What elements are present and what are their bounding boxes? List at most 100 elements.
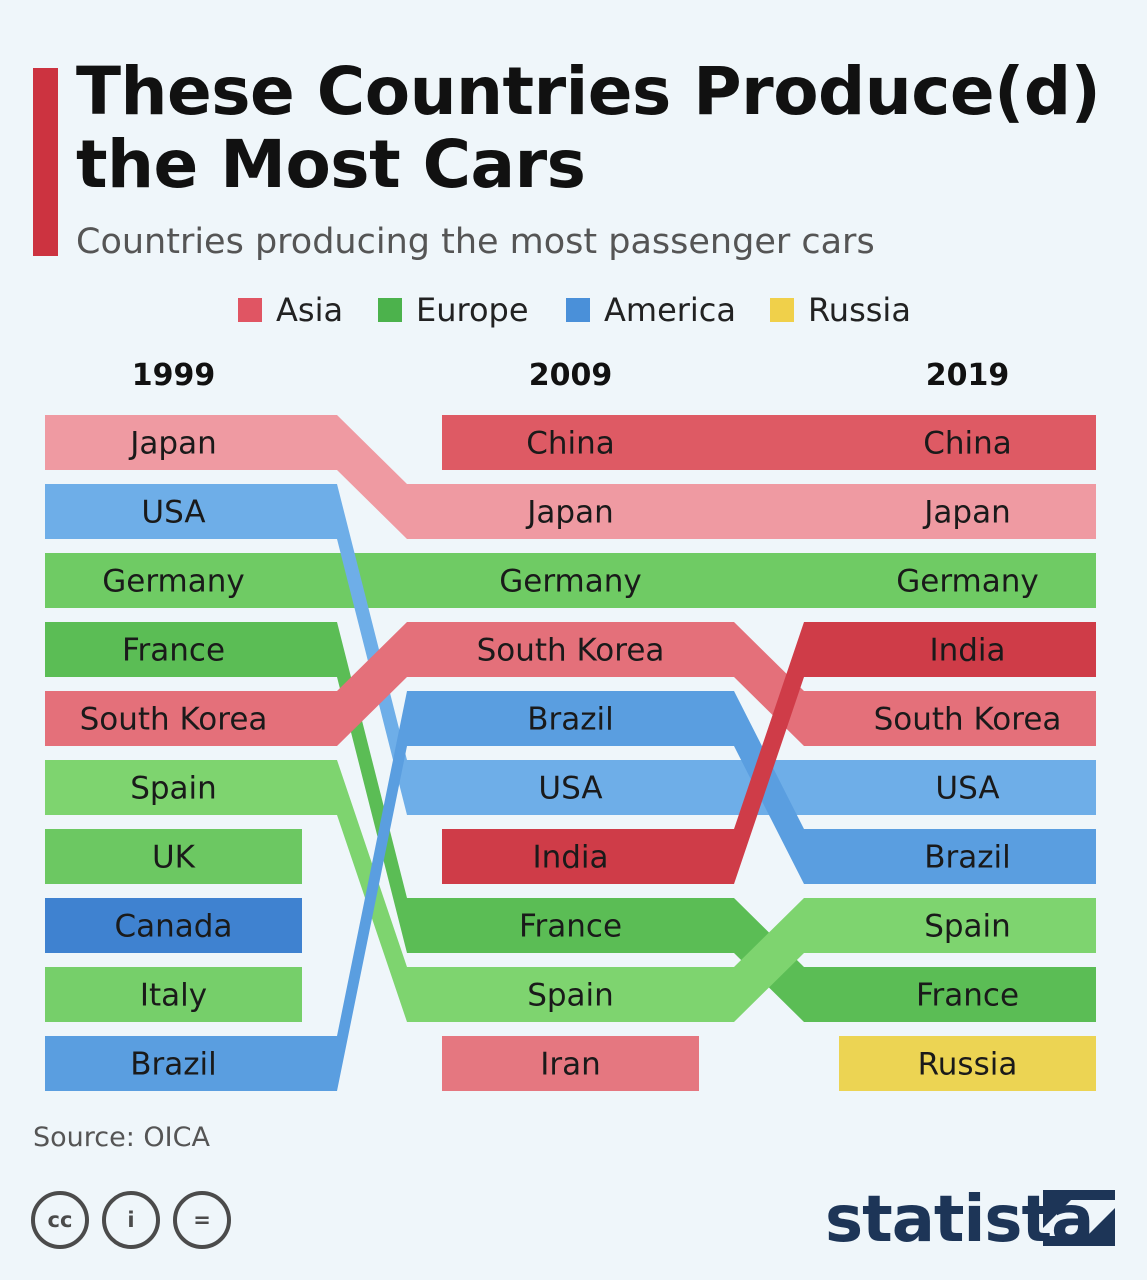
bar-canada-1999 bbox=[45, 898, 302, 953]
title-accent-bar bbox=[33, 68, 58, 256]
bar-label-south-korea-2009: South Korea bbox=[477, 633, 665, 669]
bar-label-india-2009: India bbox=[532, 840, 608, 876]
bar-label-south-korea-2019: South Korea bbox=[874, 702, 1062, 738]
page-title: These Countries Produce(d) the Most Cars bbox=[76, 55, 1116, 201]
bar-spain-2019 bbox=[839, 898, 1096, 953]
bar-france-1999 bbox=[45, 622, 302, 677]
ribbon-japan-1999-2009 bbox=[300, 415, 444, 539]
bar-label-spain-2009: Spain bbox=[527, 978, 614, 1014]
ribbon-japan-2009-2019 bbox=[699, 484, 839, 539]
bar-china-2019 bbox=[839, 415, 1096, 470]
bar-brazil-2019 bbox=[839, 829, 1096, 884]
bar-germany-2009 bbox=[442, 553, 699, 608]
cc-icon[interactable]: cc bbox=[31, 1191, 89, 1249]
legend-item-asia: Asia bbox=[238, 288, 343, 332]
ribbon-brazil-1999-2009 bbox=[300, 691, 444, 1091]
ribbon-india-2009-2019 bbox=[697, 622, 841, 884]
bar-south-korea-1999 bbox=[45, 691, 302, 746]
legend-swatch-america bbox=[566, 298, 590, 322]
legend-label-america: America bbox=[604, 291, 736, 329]
by-icon[interactable]: i bbox=[102, 1191, 160, 1249]
bar-brazil-2009 bbox=[442, 691, 699, 746]
legend-swatch-russia bbox=[770, 298, 794, 322]
bar-spain-2009 bbox=[442, 967, 699, 1022]
bar-usa-2009 bbox=[442, 760, 699, 815]
bar-label-spain-1999: Spain bbox=[130, 771, 217, 807]
bar-label-japan-2019: Japan bbox=[922, 495, 1010, 531]
ribbon-china-2009-2019 bbox=[699, 415, 839, 470]
bar-japan-2009 bbox=[442, 484, 699, 539]
bar-label-brazil-1999: Brazil bbox=[130, 1047, 217, 1083]
bar-label-brazil-2019: Brazil bbox=[924, 840, 1011, 876]
bar-label-canada-1999: Canada bbox=[115, 909, 233, 945]
legend-item-russia: Russia bbox=[770, 288, 911, 332]
bar-label-russia-2019: Russia bbox=[918, 1047, 1018, 1083]
legend-swatch-asia bbox=[238, 298, 262, 322]
legend-swatch-europe bbox=[378, 298, 402, 322]
nd-icon[interactable]: = bbox=[173, 1191, 231, 1249]
bar-japan-2019 bbox=[839, 484, 1096, 539]
bar-label-france-2019: France bbox=[916, 978, 1019, 1014]
bar-germany-1999 bbox=[45, 553, 302, 608]
bar-label-usa-1999: USA bbox=[141, 495, 205, 531]
bar-label-iran-2009: Iran bbox=[540, 1047, 601, 1083]
bar-label-south-korea-1999: South Korea bbox=[80, 702, 268, 738]
bar-label-brazil-2009: Brazil bbox=[527, 702, 614, 738]
bar-russia-2019 bbox=[839, 1036, 1096, 1091]
bar-uk-1999 bbox=[45, 829, 302, 884]
source-note: Source: OICA bbox=[33, 1122, 210, 1153]
bar-label-china-2019: China bbox=[923, 426, 1012, 462]
bar-brazil-1999 bbox=[45, 1036, 302, 1091]
title-line-2: the Most Cars bbox=[76, 126, 586, 203]
legend-item-europe: Europe bbox=[378, 288, 529, 332]
bar-iran-2009 bbox=[442, 1036, 699, 1091]
bar-label-india-2019: India bbox=[929, 633, 1005, 669]
bar-south-korea-2019 bbox=[839, 691, 1096, 746]
bar-label-japan-1999: Japan bbox=[128, 426, 216, 462]
bar-label-usa-2009: USA bbox=[538, 771, 602, 807]
year-label-1999: 1999 bbox=[132, 358, 216, 393]
bar-germany-2019 bbox=[839, 553, 1096, 608]
ribbon-france-1999-2009 bbox=[300, 622, 444, 953]
year-label-2009: 2009 bbox=[529, 358, 613, 393]
bar-label-italy-1999: Italy bbox=[140, 978, 207, 1014]
bar-india-2019 bbox=[839, 622, 1096, 677]
ribbon-germany-1999-2009 bbox=[302, 553, 442, 608]
bar-france-2009 bbox=[442, 898, 699, 953]
ribbon-south-korea-1999-2009 bbox=[300, 622, 444, 746]
bar-label-spain-2019: Spain bbox=[924, 909, 1011, 945]
legend-label-asia: Asia bbox=[276, 291, 344, 329]
bar-label-china-2009: China bbox=[526, 426, 615, 462]
subtitle: Countries producing the most passenger c… bbox=[76, 222, 875, 262]
ribbon-spain-2009-2019 bbox=[697, 898, 841, 1022]
bar-france-2019 bbox=[839, 967, 1096, 1022]
statista-logo-icon[interactable] bbox=[1043, 1190, 1115, 1246]
bar-label-usa-2019: USA bbox=[935, 771, 999, 807]
ribbon-south-korea-2009-2019 bbox=[697, 622, 841, 746]
bar-usa-2019 bbox=[839, 760, 1096, 815]
bar-label-germany-2019: Germany bbox=[896, 564, 1038, 600]
bar-south-korea-2009 bbox=[442, 622, 699, 677]
bar-usa-1999 bbox=[45, 484, 302, 539]
ribbon-usa-1999-2009 bbox=[300, 484, 444, 815]
bar-spain-1999 bbox=[45, 760, 302, 815]
bar-label-japan-2009: Japan bbox=[525, 495, 613, 531]
bar-label-france-1999: France bbox=[122, 633, 225, 669]
bar-label-germany-1999: Germany bbox=[102, 564, 244, 600]
bar-label-uk-1999: UK bbox=[152, 840, 196, 876]
title-line-1: These Countries Produce(d) bbox=[76, 53, 1101, 130]
bar-japan-1999 bbox=[45, 415, 302, 470]
ribbon-brazil-2009-2019 bbox=[697, 691, 841, 884]
bar-italy-1999 bbox=[45, 967, 302, 1022]
ribbon-germany-2009-2019 bbox=[699, 553, 839, 608]
legend-label-europe: Europe bbox=[416, 291, 529, 329]
bar-label-germany-2009: Germany bbox=[499, 564, 641, 600]
bar-china-2009 bbox=[442, 415, 699, 470]
year-label-2019: 2019 bbox=[926, 358, 1010, 393]
legend-item-america: America bbox=[566, 288, 736, 332]
bar-label-france-2009: France bbox=[519, 909, 622, 945]
bar-india-2009 bbox=[442, 829, 699, 884]
legend-label-russia: Russia bbox=[808, 291, 911, 329]
license-icons: cc i = bbox=[31, 1191, 244, 1249]
